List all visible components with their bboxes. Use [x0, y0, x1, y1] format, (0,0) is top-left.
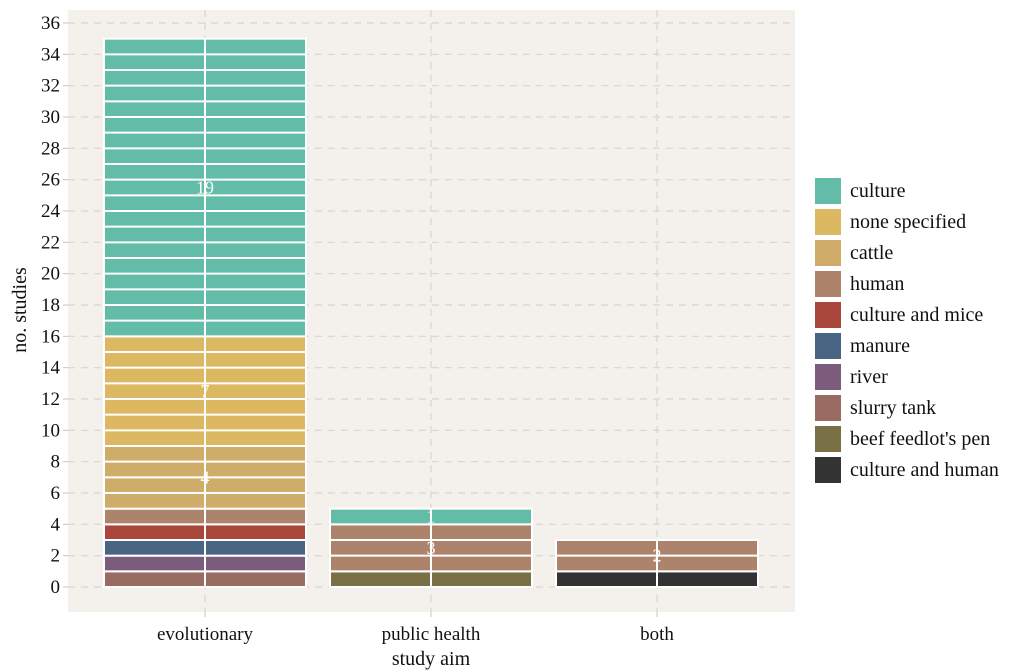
legend-swatch [815, 333, 841, 359]
legend-swatch [815, 395, 841, 421]
legend-label: beef feedlot's pen [850, 428, 990, 450]
legend-label: manure [850, 335, 910, 357]
y-tick-label: 24 [41, 201, 61, 222]
legend-label: human [850, 273, 904, 295]
legend-swatch [815, 209, 841, 235]
y-tick-label: 12 [41, 389, 60, 410]
y-tick-label: 30 [41, 107, 60, 128]
x-tick-label: public health [382, 624, 481, 645]
legend-label: culture and mice [850, 304, 983, 326]
legend-swatch [815, 426, 841, 452]
y-tick-label: 36 [41, 13, 60, 34]
legend-swatch [815, 271, 841, 297]
legend-label: slurry tank [850, 397, 936, 419]
legend-label: cattle [850, 242, 893, 264]
legend-label: culture [850, 180, 906, 202]
bar-data-label: 3 [427, 538, 436, 558]
legend: culture none specified cattle human culture … [815, 178, 999, 483]
legend-swatch [815, 302, 841, 328]
y-tick-label: 28 [41, 138, 60, 159]
bar-data-label: 7 [201, 381, 210, 401]
y-tick-label: 32 [41, 76, 60, 97]
y-tick-label: 34 [41, 44, 61, 65]
legend-label: river [850, 366, 888, 388]
bar-data-label: 4 [201, 467, 210, 487]
y-tick-label: 20 [41, 264, 60, 285]
y-tick-label: 8 [51, 452, 61, 473]
y-tick-label: 18 [41, 295, 60, 316]
legend-label: none specified [850, 211, 966, 233]
y-tick-label: 4 [51, 514, 61, 535]
legend-swatch [815, 178, 841, 204]
legend-swatch [815, 364, 841, 390]
y-tick-label: 0 [51, 577, 61, 598]
bar-data-label: 19 [196, 178, 214, 198]
bar-data-label: 2 [653, 546, 662, 566]
y-tick-label: 6 [51, 483, 61, 504]
y-tick-label: 10 [41, 420, 60, 441]
y-tick-label: 14 [41, 358, 61, 379]
bar-data-label: 1 [427, 507, 436, 527]
legend-swatch [815, 240, 841, 266]
y-tick-label: 16 [41, 326, 60, 347]
y-tick-label: 2 [51, 546, 61, 567]
x-axis-title: study aim [392, 648, 471, 670]
y-tick-label: 26 [41, 170, 60, 191]
y-axis-title: no. studies [9, 267, 31, 353]
x-tick-label: both [640, 624, 674, 645]
x-axis: evolutionary public health both [157, 612, 674, 645]
legend-label: culture and human [850, 459, 999, 481]
x-tick-label: evolutionary [157, 624, 254, 645]
legend-swatch [815, 457, 841, 483]
y-tick-label: 22 [41, 232, 60, 253]
